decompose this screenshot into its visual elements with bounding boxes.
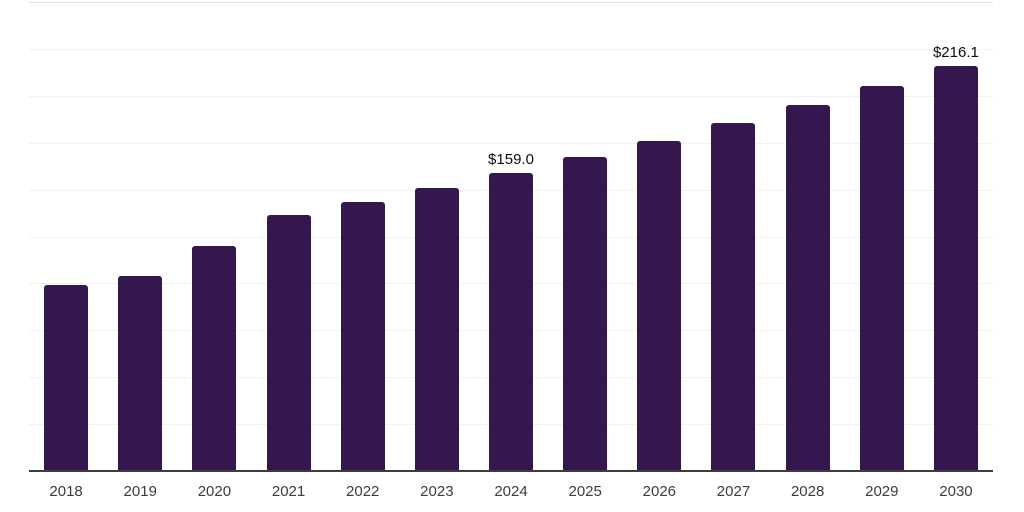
- x-axis-tick-labels: 2018 2019 2020 2021 2022 2023 2024 2025 2026 2027…: [29, 483, 993, 500]
- gridline-225: [29, 48, 993, 50]
- value-label-2024: $159.0: [488, 150, 534, 168]
- bar-2021: [266, 214, 311, 471]
- x-tick-2019: 2019: [123, 483, 157, 500]
- gridline-200: [29, 95, 993, 97]
- bar-2022: [340, 201, 385, 471]
- bar-2026: [637, 140, 682, 471]
- x-tick-2027: 2027: [716, 483, 751, 500]
- bar-2027: [711, 123, 756, 471]
- x-tick-2029: 2029: [865, 483, 899, 500]
- bar-2018: [44, 284, 89, 471]
- x-tick-2018: 2018: [49, 483, 83, 500]
- bar-2019: [118, 275, 163, 471]
- bar-2029: [859, 85, 904, 471]
- bar-2028: [785, 105, 830, 471]
- x-axis-line: [29, 470, 993, 472]
- bar-2024: [489, 172, 533, 471]
- value-label-2030: $216.1: [932, 43, 979, 61]
- x-tick-2024: 2024: [494, 483, 528, 500]
- x-tick-2028: 2028: [790, 483, 825, 500]
- x-tick-2021: 2021: [271, 483, 306, 500]
- bar-2020: [192, 245, 237, 471]
- plot-area: $159.0 $216.1: [29, 1, 993, 471]
- gridline-175: [29, 142, 993, 144]
- x-tick-2026: 2026: [642, 483, 677, 500]
- x-tick-2023: 2023: [420, 483, 454, 500]
- x-tick-2030: 2030: [939, 483, 973, 500]
- bar-2030: [933, 65, 978, 471]
- x-tick-2020: 2020: [197, 483, 232, 500]
- bar-2023: [414, 187, 459, 471]
- bar-2025: [563, 157, 608, 471]
- gridline-250: [29, 2, 993, 3]
- x-tick-2022: 2022: [346, 483, 380, 500]
- x-tick-2025: 2025: [568, 483, 602, 500]
